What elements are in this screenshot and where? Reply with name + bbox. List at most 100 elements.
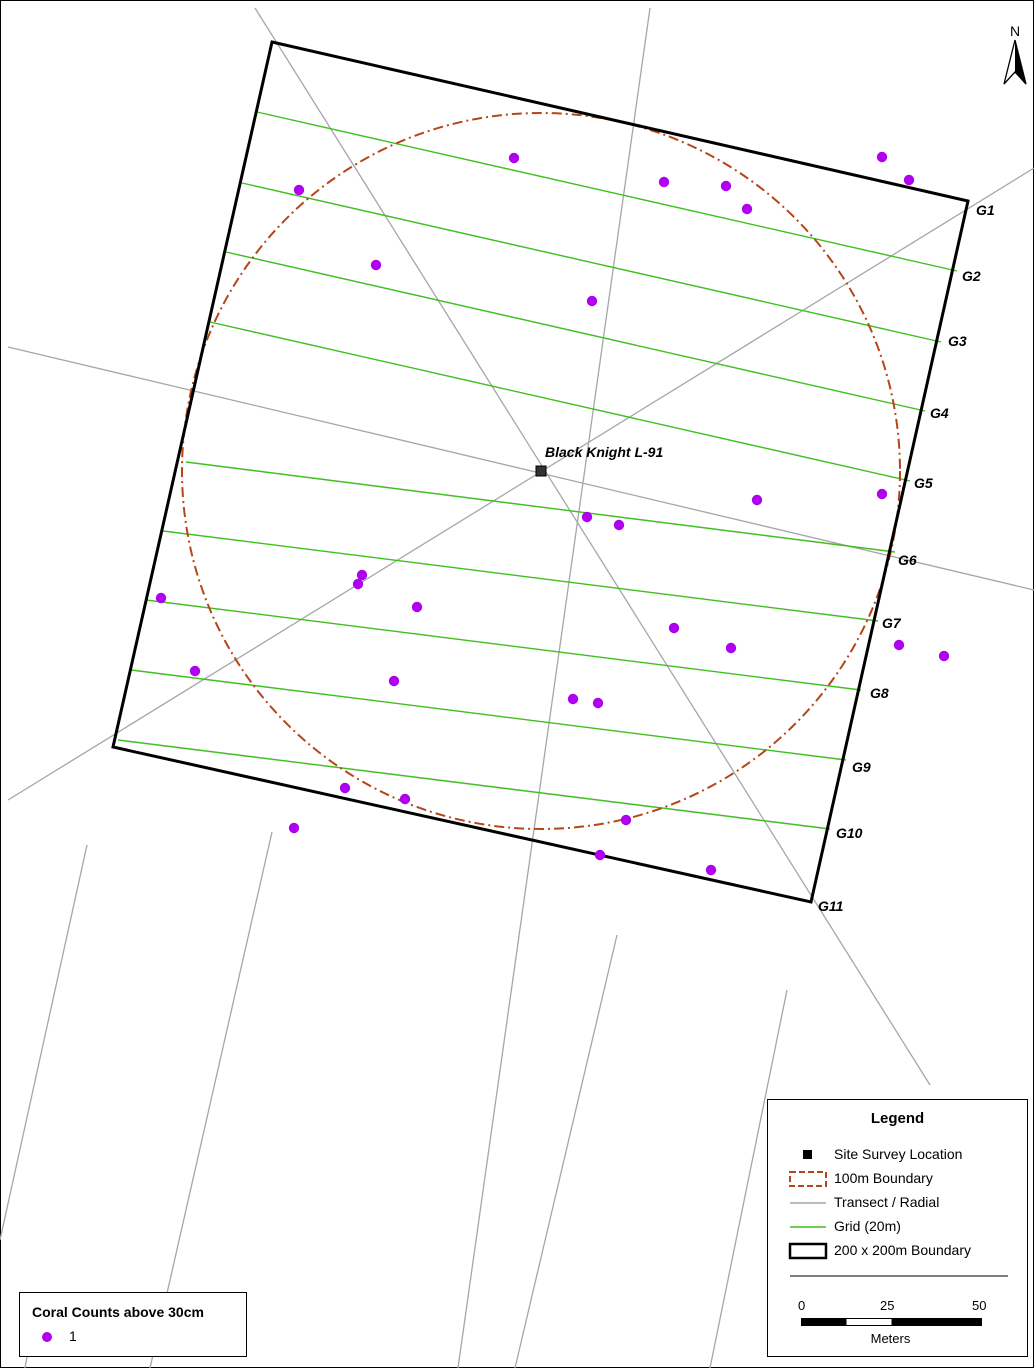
transect-lines	[0, 7, 1034, 1368]
transect-line	[149, 831, 273, 1368]
coral-point	[356, 569, 368, 581]
legend-label-boundary200: 200 x 200m Boundary	[834, 1242, 971, 1258]
site-label: Black Knight L-91	[545, 444, 663, 460]
coral-point	[725, 642, 737, 654]
north-label: N	[1010, 23, 1020, 39]
transect-line	[709, 989, 788, 1368]
grid-label-g11: G11	[818, 898, 844, 914]
legend-item-site: Site Survey Location	[768, 1144, 1027, 1166]
coral-legend-value: 1	[69, 1328, 77, 1344]
coral-point	[938, 650, 950, 662]
coral-point	[581, 511, 593, 523]
grid-label-g8: G8	[870, 685, 889, 701]
transect-line	[254, 7, 931, 1086]
boundary-200m-square	[111, 40, 970, 904]
coral-point	[893, 639, 905, 651]
grid-line	[117, 739, 831, 830]
coral-point	[658, 176, 670, 188]
grid-line	[162, 530, 879, 622]
boundary-100m-circle	[181, 112, 901, 830]
grid-label-g1: G1	[976, 202, 995, 218]
legend-label-transect: Transect / Radial	[834, 1194, 940, 1210]
coral-point	[388, 675, 400, 687]
boundary-100m	[181, 112, 901, 830]
scale-tick-50: 50	[972, 1298, 987, 1313]
transect-line	[7, 346, 1034, 591]
coral-point	[411, 601, 423, 613]
coral-point	[620, 814, 632, 826]
coral-point	[370, 259, 382, 271]
legend-panel: Legend Site Survey Location 100m Boundar…	[767, 1099, 1028, 1357]
legend-item-boundary100: 100m Boundary	[768, 1168, 1027, 1190]
grid-labels: G1 G2 G3 G4 G5 G6 G7 G8 G9 G10 G11	[818, 202, 995, 914]
grid-label-g9: G9	[852, 759, 871, 775]
grid-label-g4: G4	[930, 405, 949, 421]
coral-point	[189, 665, 201, 677]
gray-line-icon	[788, 1194, 828, 1212]
coral-point	[352, 578, 364, 590]
coral-point	[903, 174, 915, 186]
coral-point	[293, 184, 305, 196]
coral-legend-panel: Coral Counts above 30cm 1	[19, 1292, 247, 1357]
coral-legend-title: Coral Counts above 30cm	[32, 1304, 204, 1320]
legend-label-boundary100: 100m Boundary	[834, 1170, 933, 1186]
coral-point	[567, 693, 579, 705]
coral-point	[668, 622, 680, 634]
grid-lines	[117, 111, 958, 830]
coral-point	[586, 295, 598, 307]
transect-line	[0, 844, 88, 1241]
grid-label-g10: G10	[836, 825, 863, 841]
coral-point	[876, 488, 888, 500]
grid-line	[241, 182, 942, 343]
legend-item-transect: Transect / Radial	[768, 1192, 1027, 1214]
scale-bar-graphic	[801, 1318, 982, 1326]
coral-point	[613, 519, 625, 531]
north-arrow: N	[1000, 22, 1030, 90]
scale-unit: Meters	[870, 1331, 911, 1346]
grid-line	[145, 599, 862, 691]
coral-point	[288, 822, 300, 834]
coral-dot-icon	[42, 1332, 52, 1342]
coral-point	[339, 782, 351, 794]
grid-line	[130, 669, 847, 761]
coral-point	[741, 203, 753, 215]
transect-line	[7, 167, 1034, 801]
coral-point	[399, 793, 411, 805]
coral-point	[720, 180, 732, 192]
coral-point	[751, 494, 763, 506]
coral-point	[155, 592, 167, 604]
grid-label-g2: G2	[962, 268, 981, 284]
legend-item-grid: Grid (20m)	[768, 1216, 1027, 1238]
coral-points	[155, 151, 950, 876]
legend-label-site: Site Survey Location	[834, 1146, 963, 1162]
legend-label-grid: Grid (20m)	[834, 1218, 901, 1234]
grid-label-g5: G5	[914, 475, 933, 491]
black-rect-icon	[788, 1242, 828, 1260]
grid-label-g7: G7	[882, 615, 902, 631]
grid-line	[256, 111, 958, 272]
coral-point	[508, 152, 520, 164]
scale-tick-25: 25	[880, 1298, 895, 1313]
scale-tick-0: 0	[798, 1298, 806, 1313]
boundary-200m	[111, 40, 970, 904]
legend-item-boundary200: 200 x 200m Boundary	[768, 1240, 1027, 1262]
coral-point	[705, 864, 717, 876]
coral-point	[594, 849, 606, 861]
site-survey-location[interactable]: Black Knight L-91	[535, 444, 663, 477]
scale-bar: 0 25 50 Meters	[798, 1298, 987, 1352]
grid-line	[225, 251, 926, 412]
coral-point	[592, 697, 604, 709]
legend-title: Legend	[870, 1110, 925, 1127]
grid-label-g6: G6	[898, 552, 917, 568]
site-square-icon	[788, 1146, 828, 1164]
dashed-circle-icon	[788, 1170, 828, 1188]
transect-line	[457, 7, 651, 1368]
grid-line	[185, 461, 896, 553]
site-square-icon	[535, 465, 547, 477]
green-line-icon	[788, 1218, 828, 1236]
grid-label-g3: G3	[948, 333, 967, 349]
coral-point	[876, 151, 888, 163]
legend-divider	[790, 1275, 1008, 1277]
